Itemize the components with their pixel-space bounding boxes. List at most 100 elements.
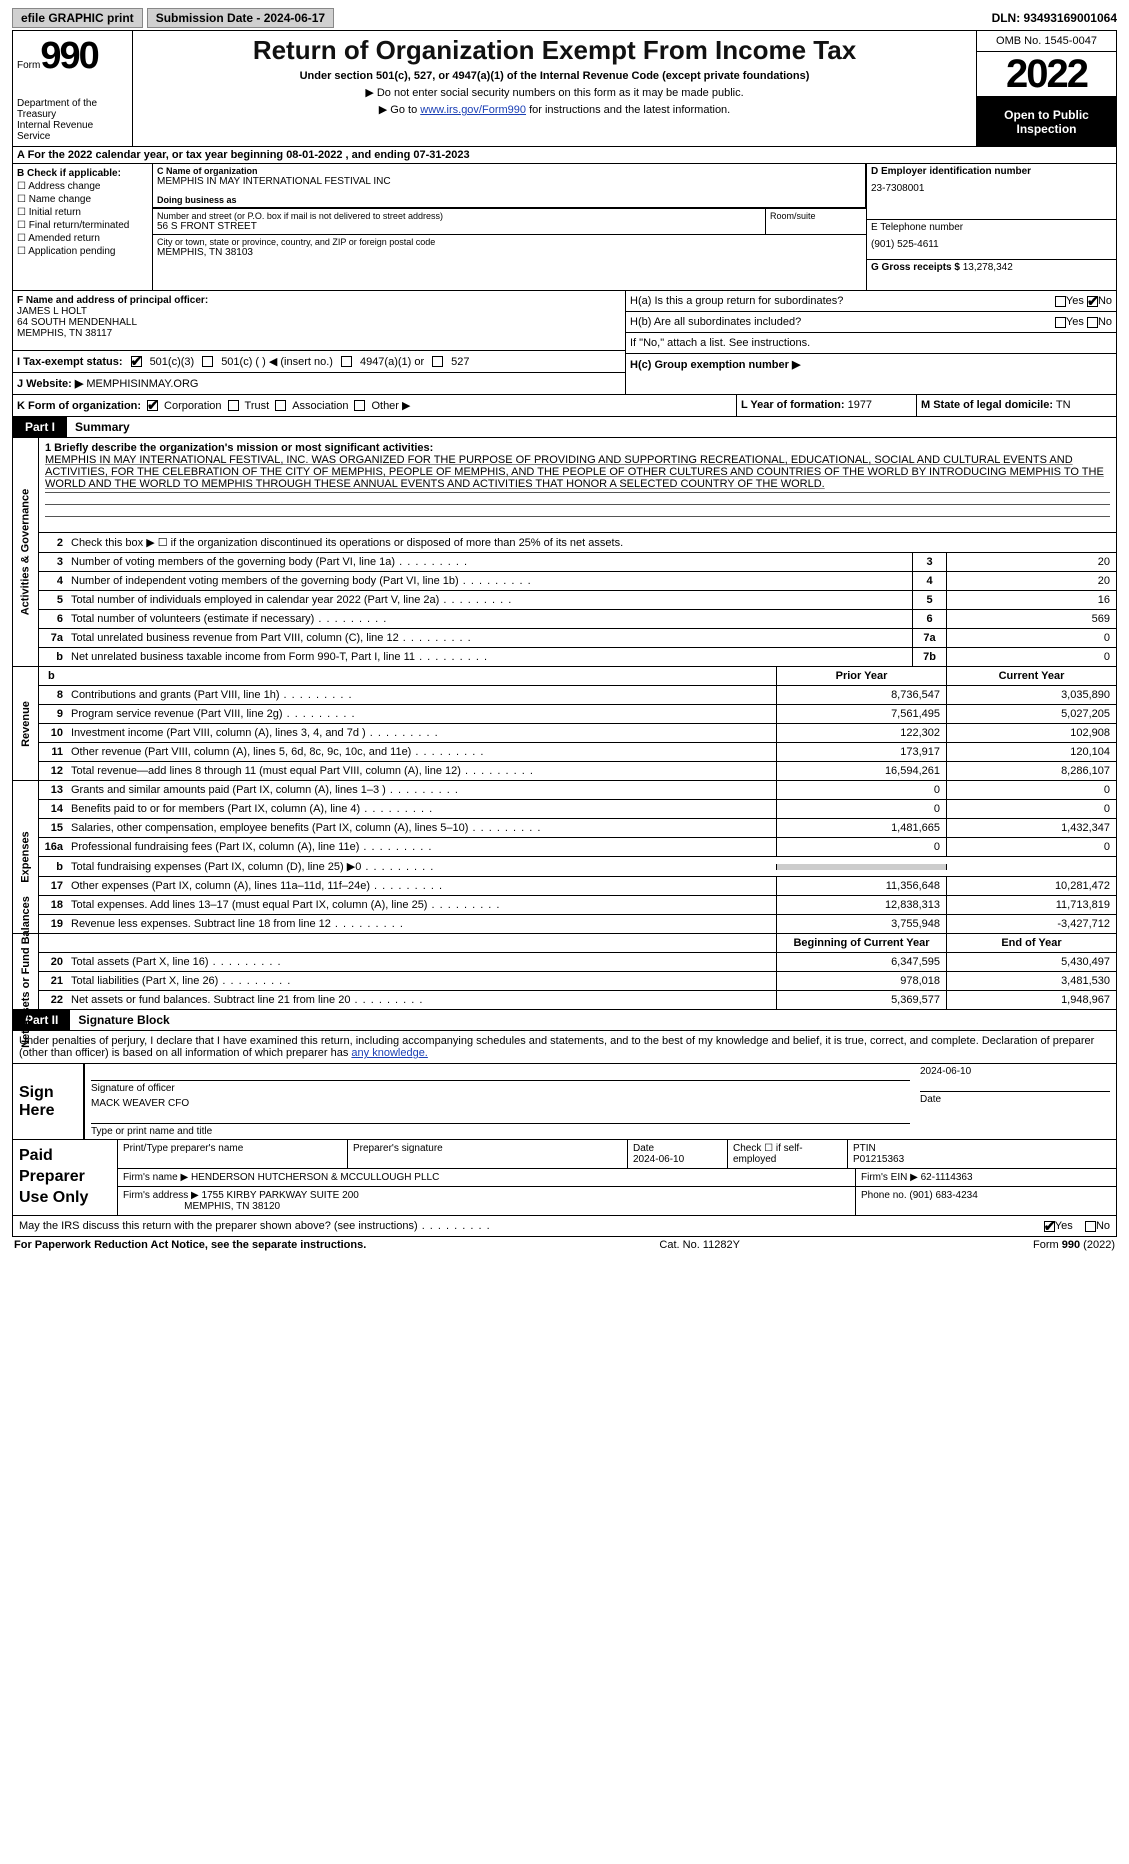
box-f-label: F Name and address of principal officer:: [17, 295, 208, 306]
penalty-link[interactable]: any knowledge.: [351, 1047, 427, 1059]
cb-other[interactable]: [354, 400, 365, 411]
topbar: efile GRAPHIC print Submission Date - 20…: [12, 8, 1117, 28]
line-6-val: 569: [946, 610, 1116, 628]
table-row: 16aProfessional fundraising fees (Part I…: [39, 837, 1116, 856]
prep-selfemp[interactable]: Check ☐ if self-employed: [728, 1140, 848, 1168]
opt-name-change[interactable]: ☐ Name change: [17, 194, 148, 205]
firm-name-lbl: Firm's name ▶: [123, 1172, 188, 1183]
sig-date-label: Date: [920, 1091, 1110, 1105]
opt-amended[interactable]: ☐ Amended return: [17, 233, 148, 244]
line-2: Check this box ▶ ☐ if the organization d…: [67, 533, 1116, 552]
table-row: 17Other expenses (Part IX, column (A), l…: [39, 876, 1116, 895]
firm-name-val: HENDERSON HUTCHERSON & MCCULLOUGH PLLC: [191, 1172, 439, 1183]
ha-label: H(a) Is this a group return for subordin…: [630, 295, 843, 307]
city-label: City or town, state or province, country…: [157, 237, 862, 247]
table-row: 19Revenue less expenses. Subtract line 1…: [39, 914, 1116, 933]
line-7a: Total unrelated business revenue from Pa…: [67, 629, 912, 647]
opt-initial-return[interactable]: ☐ Initial return: [17, 207, 148, 218]
opt-corp: Corporation: [164, 400, 221, 412]
cb-4947[interactable]: [341, 356, 352, 367]
lower-block: F Name and address of principal officer:…: [12, 291, 1117, 395]
table-row: 12Total revenue—add lines 8 through 11 (…: [39, 761, 1116, 780]
opt-address-change[interactable]: ☐ Address change: [17, 181, 148, 192]
form-number: 990: [40, 35, 97, 78]
prep-sig-lbl: Preparer's signature: [348, 1140, 628, 1168]
discuss-row: May the IRS discuss this return with the…: [12, 1216, 1117, 1237]
cb-501c3[interactable]: [131, 356, 142, 367]
sub3-suffix: for instructions and the latest informat…: [526, 104, 730, 116]
hb-no[interactable]: [1087, 317, 1098, 328]
opt-app-pending[interactable]: ☐ Application pending: [17, 246, 148, 257]
box-i: I Tax-exempt status: 501(c)(3) 501(c) ( …: [13, 351, 625, 373]
room-label: Room/suite: [770, 211, 862, 221]
opt-other: Other ▶: [371, 399, 410, 412]
ha-no[interactable]: [1087, 296, 1098, 307]
officer-name: JAMES L HOLT: [17, 306, 87, 317]
box-h-note: If "No," attach a list. See instructions…: [626, 333, 1116, 354]
form-word: Form: [17, 60, 40, 71]
box-f: F Name and address of principal officer:…: [13, 291, 625, 351]
cb-assoc[interactable]: [275, 400, 286, 411]
line-4: Number of independent voting members of …: [67, 572, 912, 590]
box-d: D Employer identification number 23-7308…: [866, 164, 1116, 290]
ptin-lbl: PTIN: [853, 1143, 876, 1154]
discuss-text: May the IRS discuss this return with the…: [19, 1220, 491, 1232]
hb-yes[interactable]: [1055, 317, 1066, 328]
part1-header: Part I Summary: [12, 417, 1117, 438]
box-k-label: K Form of organization:: [17, 400, 141, 412]
hb-label: H(b) Are all subordinates included?: [630, 316, 801, 328]
part2-title: Signature Block: [70, 1010, 177, 1030]
line-5: Total number of individuals employed in …: [67, 591, 912, 609]
officer-addr1: 64 SOUTH MENDENHALL: [17, 317, 137, 328]
omb-number: OMB No. 1545-0047: [977, 31, 1116, 52]
part1-revenue: Revenue bPrior YearCurrent Year 8Contrib…: [12, 667, 1117, 781]
irs-link[interactable]: www.irs.gov/Form990: [420, 104, 526, 116]
orgname-label: C Name of organization: [157, 166, 861, 176]
form-subtitle-1: Under section 501(c), 527, or 4947(a)(1)…: [141, 70, 968, 82]
cb-527[interactable]: [432, 356, 443, 367]
part1-title: Summary: [67, 417, 138, 437]
prep-date-lbl: Date: [633, 1143, 654, 1154]
footer-form-post: (2022): [1080, 1239, 1115, 1251]
box-i-label: I Tax-exempt status:: [17, 356, 123, 368]
firm-addr1: 1755 KIRBY PARKWAY SUITE 200: [202, 1190, 359, 1201]
firm-ein-val: 62-1114363: [921, 1172, 973, 1183]
line-6: Total number of volunteers (estimate if …: [67, 610, 912, 628]
efile-print-button[interactable]: efile GRAPHIC print: [12, 8, 143, 28]
discuss-no[interactable]: [1085, 1221, 1096, 1232]
preparer-block: Paid Preparer Use Only Print/Type prepar…: [12, 1140, 1117, 1216]
part1-netassets: Net Assets or Fund Balances Beginning of…: [12, 934, 1117, 1010]
form-subtitle-2: ▶ Do not enter social security numbers o…: [141, 86, 968, 99]
table-row: 21Total liabilities (Part X, line 26)978…: [39, 971, 1116, 990]
submission-date: Submission Date - 2024-06-17: [147, 8, 334, 28]
table-row: 8Contributions and grants (Part VIII, li…: [39, 686, 1116, 704]
table-row: 20Total assets (Part X, line 16)6,347,59…: [39, 953, 1116, 971]
line-5-val: 16: [946, 591, 1116, 609]
line-3: Number of voting members of the governin…: [67, 553, 912, 571]
cb-corp[interactable]: [147, 400, 158, 411]
preparer-label: Paid Preparer Use Only: [13, 1140, 118, 1215]
blank-lines: [45, 492, 1110, 528]
opt-501c: 501(c) ( ) ◀ (insert no.): [221, 355, 333, 368]
box-c: C Name of organization MEMPHIS IN MAY IN…: [153, 164, 866, 290]
prep-name-lbl: Print/Type preparer's name: [118, 1140, 348, 1168]
dba-label: Doing business as: [157, 195, 861, 205]
box-m-label: M State of legal domicile:: [921, 399, 1053, 411]
sig-date-value: 2024-06-10: [920, 1066, 1110, 1077]
opt-final-return[interactable]: ☐ Final return/terminated: [17, 220, 148, 231]
discuss-yes[interactable]: [1044, 1221, 1055, 1232]
part2-header: Part II Signature Block: [12, 1010, 1117, 1031]
website-value: MEMPHISINMAY.ORG: [86, 378, 198, 390]
ha-yes[interactable]: [1055, 296, 1066, 307]
part1-activities: Activities & Governance 1 Briefly descri…: [12, 438, 1117, 667]
cb-501c[interactable]: [202, 356, 213, 367]
line-7b-val: 0: [946, 648, 1116, 666]
side-activities: Activities & Governance: [13, 438, 39, 666]
hdr-end: End of Year: [946, 934, 1116, 952]
yes-text2: Yes: [1066, 316, 1084, 328]
sub3-prefix: ▶ Go to: [379, 104, 420, 116]
side-netassets: Net Assets or Fund Balances: [13, 934, 39, 1009]
box-j: J Website: ▶ MEMPHISINMAY.ORG: [13, 373, 625, 394]
table-row: 11Other revenue (Part VIII, column (A), …: [39, 742, 1116, 761]
cb-trust[interactable]: [228, 400, 239, 411]
